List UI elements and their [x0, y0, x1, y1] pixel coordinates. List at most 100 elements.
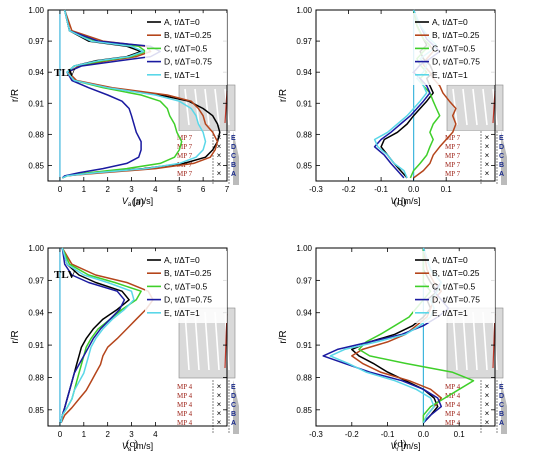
y-tick-label: 0.85	[28, 406, 44, 415]
legend-entry-d: D, t/ΔT=0.75	[164, 57, 212, 67]
x-axis-label-unit: [m/s]	[399, 441, 421, 451]
mp-label: MP 4	[177, 401, 193, 409]
probe-point-icon: ×	[485, 169, 490, 178]
x-tick-label: 7	[225, 185, 230, 194]
y-tick-label: 0.97	[296, 276, 312, 285]
probe-point-label: B	[231, 162, 236, 169]
x-axis-label: Vr [m/s]	[390, 441, 420, 453]
plot-frame	[315, 9, 496, 182]
probe-point-icon: ×	[485, 151, 490, 160]
y-tick-label: 0.94	[296, 309, 312, 318]
y-tick-label: 0.97	[28, 37, 44, 46]
mp-label: MP 7	[445, 152, 461, 160]
plot-frame	[47, 9, 228, 182]
x-tick-label: -0.2	[342, 185, 356, 194]
tlv-annotation: TLV	[54, 67, 76, 79]
probe-point-icon: ×	[217, 391, 222, 400]
mp-label: MP 7	[445, 134, 461, 142]
probe-point-icon: ×	[485, 133, 490, 142]
probe-point-label: D	[499, 144, 504, 151]
probe-point-label: D	[231, 393, 236, 400]
y-tick-label: 1.00	[28, 244, 44, 253]
x-tick-label: 2	[105, 430, 110, 439]
probe-point-label: C	[231, 153, 236, 160]
mp-label: MP 7	[445, 143, 461, 151]
casing-sketch	[501, 380, 507, 434]
mp-label: MP 4	[177, 410, 193, 418]
casing-sketch	[233, 380, 239, 434]
probe-point-label: E	[231, 384, 236, 391]
legend-entry-e: E, t/ΔT=1	[164, 70, 200, 80]
panel-label: (c)	[126, 438, 139, 450]
tlv-annotation: TLV	[54, 269, 76, 281]
mp-label: MP 4	[445, 419, 461, 427]
mp-label: MP 7	[177, 134, 193, 142]
legend-entry-a: A, t/ΔT=0	[164, 17, 200, 27]
chart-panel-a: MP 7 × EMP 7 × DMP 7 × CMP 7 × BMP 7 × A0.850.880.…	[10, 6, 239, 208]
probe-point-label: E	[231, 135, 236, 142]
x-tick-label: 1	[82, 185, 87, 194]
y-tick-label: 0.91	[296, 341, 312, 350]
y-tick-label: 1.00	[296, 6, 312, 15]
mp-label: MP 4	[177, 392, 193, 400]
x-axis-label-unit: [m/s]	[131, 196, 153, 206]
blade-line	[472, 88, 478, 126]
x-axis-label-subscript: r	[397, 202, 399, 208]
mp-label: MP 7	[177, 152, 193, 160]
panel-label: (a)	[132, 196, 145, 208]
probe-point-icon: ×	[217, 382, 222, 391]
probe-point-label: A	[499, 420, 504, 427]
probe-point-icon: ×	[217, 409, 222, 418]
x-tick-label: -0.3	[309, 185, 323, 194]
x-tick-label: -0.1	[374, 185, 388, 194]
mp-label: MP 4	[177, 419, 193, 427]
x-axis-label: Vr [m/s]	[390, 196, 420, 208]
y-tick-label: 1.00	[296, 244, 312, 253]
y-tick-label: 0.94	[28, 68, 44, 77]
y-axis-label: r/R	[278, 330, 289, 343]
mp-label: MP 7	[177, 143, 193, 151]
y-tick-label: 0.94	[28, 309, 44, 318]
probe-point-label: D	[231, 144, 236, 151]
x-tick-label: 4	[153, 185, 158, 194]
x-axis-label-symbol: V	[122, 441, 129, 451]
probe-point-icon: ×	[485, 391, 490, 400]
mp-list-bg	[175, 380, 235, 434]
y-tick-label: 0.97	[28, 276, 44, 285]
x-tick-label: 1	[82, 430, 87, 439]
blade-line	[462, 88, 468, 126]
x-axis-label-subscript: r	[397, 447, 399, 453]
x-tick-label: 0.1	[441, 185, 453, 194]
y-tick-label: 0.85	[296, 161, 312, 170]
probe-point-icon: ×	[485, 400, 490, 409]
x-tick-label: 0	[58, 185, 63, 194]
x-tick-label: 0.0	[418, 430, 430, 439]
probe-point-label: A	[231, 171, 236, 178]
x-tick-label: 5	[177, 185, 182, 194]
mp-list-bg	[443, 131, 503, 185]
legend-entry-a: A, t/ΔT=0	[432, 17, 468, 27]
probe-point-icon: ×	[217, 160, 222, 169]
x-axis-label-unit: [m/s]	[399, 196, 421, 206]
series-line-e	[61, 9, 207, 179]
y-tick-label: 0.85	[296, 406, 312, 415]
y-tick-label: 0.97	[296, 37, 312, 46]
probe-point-icon: ×	[217, 142, 222, 151]
legend-entry-e: E, t/ΔT=1	[432, 70, 468, 80]
x-axis-label-subscript: a	[128, 202, 132, 208]
legend-entry-c: C, t/ΔT=0.5	[432, 281, 476, 291]
y-tick-label: 0.91	[296, 99, 312, 108]
x-axis-label-subscript: a	[128, 447, 132, 453]
y-tick-label: 0.88	[28, 373, 44, 382]
x-tick-label: 4	[153, 430, 158, 439]
y-tick-label: 0.85	[28, 161, 44, 170]
probe-point-icon: ×	[485, 160, 490, 169]
probe-point-label: B	[231, 411, 236, 418]
probe-point-icon: ×	[217, 418, 222, 427]
blade-line	[482, 88, 488, 126]
legend-entry-d: D, t/ΔT=0.75	[164, 295, 212, 305]
y-axis-label: r/R	[10, 330, 21, 343]
legend-entry-c: C, t/ΔT=0.5	[164, 281, 208, 291]
x-tick-label: 2	[105, 185, 110, 194]
